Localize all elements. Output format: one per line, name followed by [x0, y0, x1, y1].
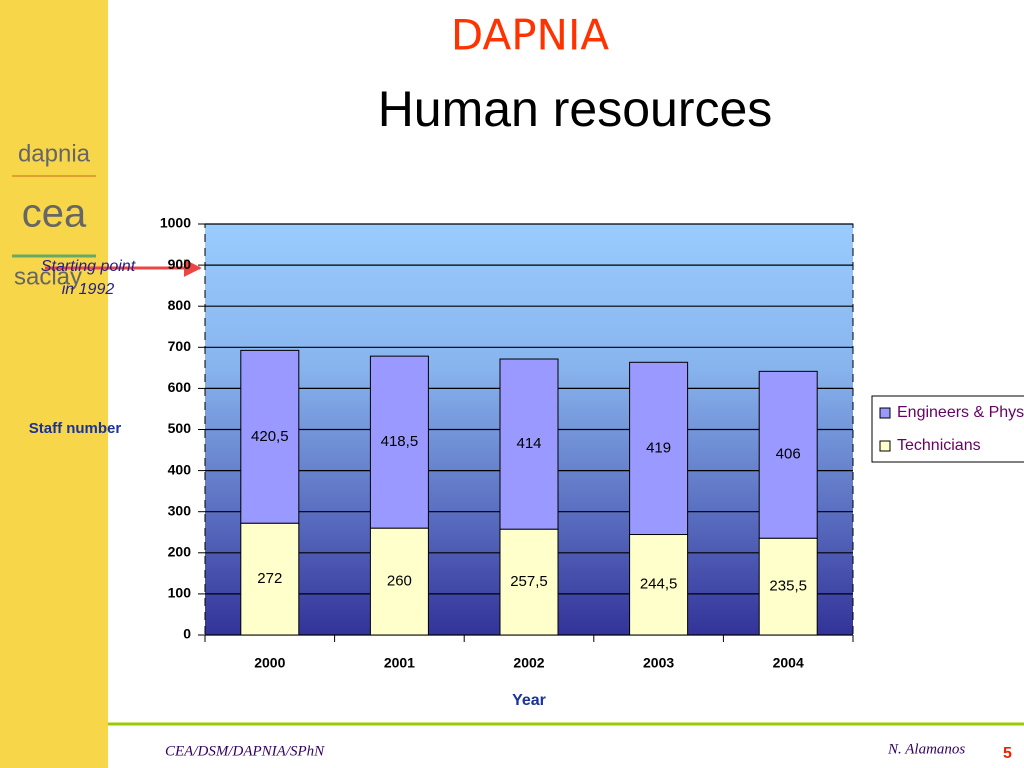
value-label: 272 [257, 570, 282, 587]
bar-segment [369, 527, 429, 636]
value-label: 244,5 [640, 576, 678, 593]
footer-right: N. Alamanos [887, 741, 965, 757]
slide-header: DAPNIA [451, 11, 609, 60]
x-tick-label: 2004 [773, 655, 804, 671]
value-label: 235,5 [769, 578, 807, 595]
legend-swatch [879, 407, 891, 419]
bar-segment [758, 370, 818, 539]
y-tick-label: 100 [168, 585, 192, 601]
x-tick-label: 2000 [254, 655, 285, 671]
x-tick-label: 2002 [513, 655, 544, 671]
x-tick-label: 2003 [643, 655, 674, 671]
value-label: 419 [646, 439, 671, 456]
y-tick-label: 700 [168, 338, 192, 354]
y-tick-label: 500 [168, 420, 192, 436]
logo-dapnia: dapnia [18, 140, 91, 167]
y-tick-label: 600 [168, 379, 192, 395]
legend-label: Engineers & Physicists [897, 404, 1024, 421]
value-label: 260 [387, 573, 412, 590]
slide-title: Human resources [378, 81, 773, 137]
x-axis-label: Year [512, 692, 546, 709]
bar-segment [369, 355, 429, 529]
legend-box [871, 395, 1024, 463]
bar-segment [499, 358, 559, 530]
annotation: in 1992 [62, 281, 115, 298]
y-axis-label: Staff number [29, 420, 122, 437]
y-tick-label: 800 [168, 297, 192, 313]
bar-segment [629, 534, 689, 636]
legend-swatch [879, 440, 891, 452]
value-label: 406 [776, 446, 801, 463]
logo-cea: cea [22, 192, 87, 236]
page-number: 5 [1003, 745, 1012, 762]
legend-label: Technicians [897, 437, 981, 454]
annotation: Starting point [41, 258, 136, 275]
sidebar [0, 0, 108, 768]
y-tick-label: 0 [183, 626, 191, 642]
value-label: 420,5 [251, 428, 289, 445]
y-tick-label: 1000 [160, 215, 191, 231]
y-tick-label: 400 [168, 461, 192, 477]
value-label: 257,5 [510, 573, 548, 590]
bar-segment [240, 349, 300, 524]
y-tick-label: 200 [168, 544, 192, 560]
footer-left: CEA/DSM/DAPNIA/SPhN [165, 743, 325, 759]
y-tick-label: 300 [168, 502, 192, 518]
value-label: 414 [516, 435, 541, 452]
bar-segment [629, 361, 689, 536]
x-tick-label: 2001 [384, 655, 415, 671]
value-label: 418,5 [381, 433, 419, 450]
bar-segment [240, 522, 300, 636]
bar-segment [499, 528, 559, 636]
y-tick-label: 900 [168, 256, 192, 272]
